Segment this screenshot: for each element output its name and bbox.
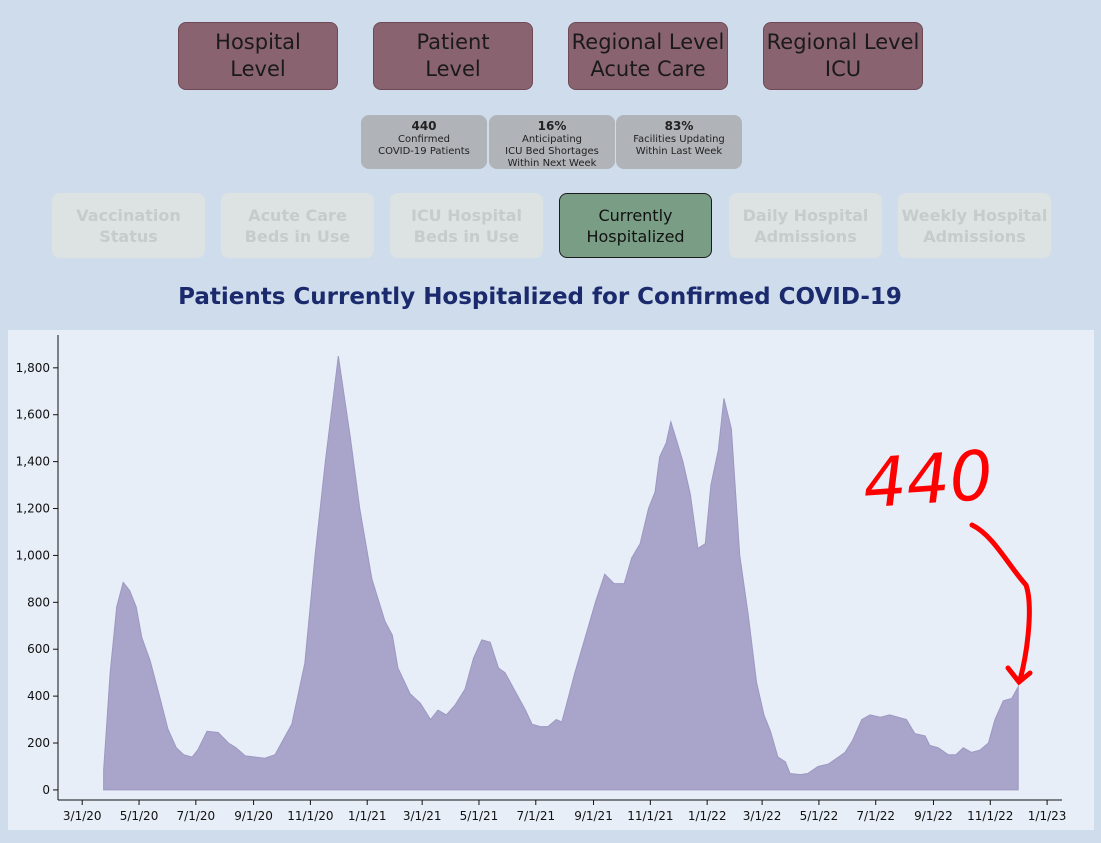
nav-label: Level (425, 57, 481, 81)
nav-label: Acute Care (590, 57, 706, 81)
tab-button[interactable]: Currently Hospitalized (559, 193, 712, 258)
tab-label: Vaccination (76, 205, 181, 225)
y-tick-label: 200 (27, 736, 50, 750)
nav-label: Regional Level (766, 30, 920, 54)
nav-button[interactable]: Hospital Level (178, 22, 338, 90)
x-tick-label: 9/1/22 (914, 809, 953, 823)
nav-label: ICU (824, 57, 862, 81)
stat-label: COVID-19 Patients (378, 146, 470, 157)
tab-button[interactable]: Daily Hospital Admissions (729, 193, 882, 258)
stat-label: Within Last Week (635, 146, 723, 157)
x-tick-label: 3/1/21 (403, 809, 442, 823)
arrow-head (1005, 665, 1033, 686)
y-tick-label: 800 (27, 595, 50, 609)
tab-button[interactable]: Acute Care Beds in Use (221, 193, 374, 258)
x-tick-label: 7/1/21 (516, 809, 555, 823)
nav-label: Regional Level (571, 30, 725, 54)
tab-label: Admissions (754, 226, 857, 246)
y-tick-label: 400 (27, 689, 50, 703)
x-tick-label: 7/1/22 (856, 809, 895, 823)
y-tick-label: 1,400 (16, 455, 50, 469)
y-tick-label: 1,600 (16, 408, 50, 422)
tab-label: Hospitalized (586, 226, 685, 246)
nav-button[interactable]: Regional Level ICU (763, 22, 923, 90)
x-tick-label: 7/1/20 (177, 809, 216, 823)
x-tick-label: 3/1/22 (743, 809, 782, 823)
tab-label: Weekly Hospital (901, 205, 1048, 225)
tab-label: Currently (598, 205, 673, 225)
nav-button[interactable]: Regional Level Acute Care (568, 22, 728, 90)
x-tick-label: 1/1/22 (688, 809, 727, 823)
stat-box: 440 Confirmed COVID-19 Patients (361, 115, 487, 169)
x-tick-label: 5/1/20 (120, 809, 159, 823)
tab-label: Beds in Use (244, 226, 351, 246)
y-tick-label: 0 (42, 783, 50, 797)
stat-box: 16% Anticipating ICU Bed Shortages Within N… (489, 115, 615, 169)
x-tick-label: 11/1/22 (967, 809, 1013, 823)
tab-label: Daily Hospital (742, 205, 869, 225)
annotation: 440 (861, 436, 996, 524)
tab-button[interactable]: Weekly Hospital Admissions (898, 193, 1051, 258)
chart-title: Patients Currently Hospitalized for Conf… (178, 284, 902, 310)
nav-label: Patient (416, 30, 490, 54)
tab-button[interactable]: Vaccination Status (52, 193, 205, 258)
y-tick-label: 1,800 (16, 361, 50, 375)
stat-label: Facilities Updating (633, 134, 725, 145)
arrow (969, 522, 1032, 683)
stat-label: Within Next Week (507, 158, 597, 169)
nav-label: Level (230, 57, 286, 81)
tab-label: Status (99, 226, 158, 246)
tab-label: ICU Hospital (410, 205, 523, 225)
x-tick-label: 9/1/21 (574, 809, 613, 823)
y-tick-label: 600 (27, 642, 50, 656)
tab-label: Acute Care (248, 205, 347, 225)
stat-value: 83% (664, 119, 694, 133)
y-tick-label: 1,200 (16, 502, 50, 516)
tab-label: Beds in Use (413, 226, 520, 246)
tab-button[interactable]: ICU Hospital Beds in Use (390, 193, 543, 258)
tab-label: Admissions (923, 226, 1026, 246)
x-tick-label: 5/1/22 (800, 809, 839, 823)
x-tick-label: 11/1/21 (627, 809, 673, 823)
x-tick-label: 5/1/21 (460, 809, 499, 823)
area (103, 356, 1019, 791)
x-tick-label: 1/1/21 (348, 809, 387, 823)
y-tick-label: 1,000 (16, 548, 50, 562)
nav-button[interactable]: Patient Level (373, 22, 533, 90)
stat-label: ICU Bed Shortages (505, 146, 599, 157)
x-tick-label: 1/1/23 (1028, 809, 1067, 823)
nav-label: Hospital (215, 30, 301, 54)
stat-label: Anticipating (521, 134, 582, 145)
stat-label: Confirmed (398, 134, 450, 145)
x-tick-label: 11/1/20 (287, 809, 333, 823)
stat-value: 16% (537, 119, 567, 133)
x-tick-label: 9/1/20 (234, 809, 273, 823)
stat-value: 440 (411, 119, 437, 133)
stat-box: 83% Facilities Updating Within Last Week (616, 115, 742, 169)
chart: 0 200 400 600 800 1,000 1,200 1,400 1,600 1,800 3/… (8, 330, 1094, 830)
x-tick-label: 3/1/20 (63, 809, 102, 823)
